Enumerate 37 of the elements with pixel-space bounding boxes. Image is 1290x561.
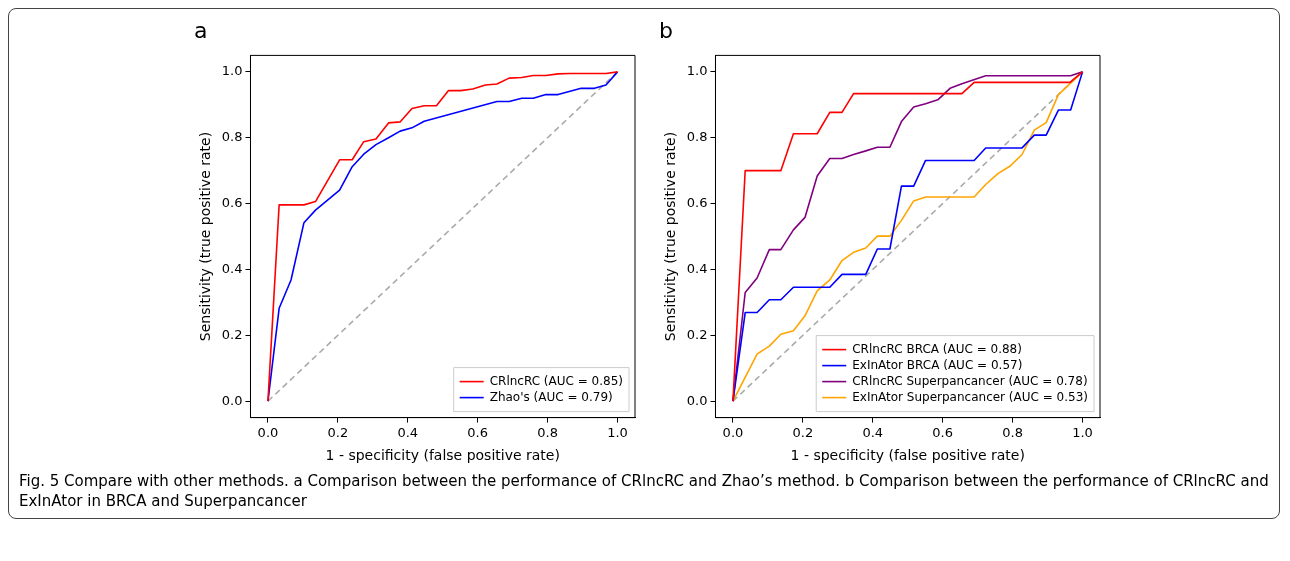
- x-tick-label: 0.2: [792, 424, 814, 440]
- legend-label: CRlncRC Superpancancer (AUC = 0.78): [852, 373, 1088, 388]
- x-axis-title: 1 - specificity (false positive rate): [790, 447, 1025, 464]
- x-tick-label: 0.6: [467, 424, 489, 440]
- legend-label: ExInAtor BRCA (AUC = 0.57): [852, 357, 1023, 372]
- legend-label: Zhao's (AUC = 0.79): [489, 389, 613, 404]
- caption: Fig. 5 Compare with other methods. a Comparison between the performance of CRlncRC and Zhao’s method. b Comparison between the performance of CRlncRC and ExInAtor in BRCA and Superpancancer: [18, 471, 1270, 513]
- y-tick-label: 1.0: [686, 63, 708, 79]
- y-tick-label: 0.0: [686, 392, 708, 408]
- x-tick-label: 0.8: [537, 424, 558, 440]
- y-tick-label: 0.0: [221, 392, 243, 408]
- x-tick-label: 1.0: [1072, 424, 1093, 440]
- x-tick-label: 1.0: [607, 424, 628, 440]
- chart-title: a: [194, 17, 208, 43]
- x-tick-label: 0.8: [1002, 424, 1023, 440]
- x-tick-label: 0.4: [862, 424, 884, 440]
- x-axis-title: 1 - specificity (false positive rate): [325, 447, 560, 464]
- y-axis-title: Sensitivity (true positive rate): [197, 131, 214, 342]
- y-tick-label: 0.2: [221, 326, 243, 342]
- y-tick-label: 0.6: [221, 194, 243, 210]
- legend-label: CRlncRC (AUC = 0.85): [489, 373, 623, 388]
- y-tick-label: 0.6: [686, 194, 708, 210]
- chart-title: b: [659, 17, 673, 43]
- y-tick-label: 0.4: [221, 260, 243, 276]
- x-tick-label: 0.6: [932, 424, 954, 440]
- y-axis-title: Sensitivity (true positive rate): [662, 131, 679, 342]
- x-tick-label: 0.0: [722, 424, 744, 440]
- x-tick-label: 0.0: [257, 424, 279, 440]
- y-tick-label: 0.8: [686, 129, 708, 145]
- y-tick-label: 0.4: [686, 260, 708, 276]
- y-tick-label: 1.0: [221, 63, 243, 79]
- x-tick-label: 0.2: [327, 424, 349, 440]
- y-tick-label: 0.2: [686, 326, 708, 342]
- x-tick-label: 0.4: [397, 424, 419, 440]
- legend-label: ExInAtor Superpancancer (AUC = 0.53): [852, 389, 1089, 404]
- y-tick-label: 0.8: [221, 129, 243, 145]
- legend-label: CRlncRC BRCA (AUC = 0.88): [852, 341, 1022, 356]
